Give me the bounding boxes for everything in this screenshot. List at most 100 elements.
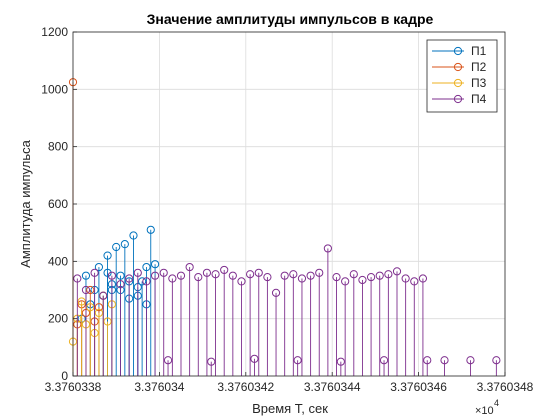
stem-marker <box>332 273 341 282</box>
stem-marker <box>492 356 501 365</box>
stem-marker <box>112 242 121 252</box>
legend-marker <box>453 46 463 56</box>
stem-marker <box>86 303 95 312</box>
stem-marker <box>150 271 160 280</box>
legend-label: П2 <box>471 60 487 74</box>
stem-marker <box>99 291 108 300</box>
stem-marker <box>418 274 428 283</box>
stem-marker <box>366 273 376 282</box>
stem-marker <box>246 270 255 279</box>
stem-marker <box>142 277 151 286</box>
axis-ticks: 3.3760338 3.376034 3.3760342 3.3760344 3.376… <box>41 25 533 394</box>
stem-marker <box>228 271 237 280</box>
stem-marker <box>315 268 324 277</box>
stem-marker <box>185 262 194 272</box>
stem-marker <box>94 308 104 318</box>
x-tick-label: 3.3760338 <box>45 380 102 394</box>
stem-marker <box>401 274 410 283</box>
y-tick-label: 1200 <box>41 25 68 39</box>
stem-marker <box>90 268 99 277</box>
x-tick-label: 3.3760346 <box>390 380 447 394</box>
stem-marker <box>254 268 263 277</box>
stem-marker <box>94 303 104 312</box>
stem-marker <box>77 297 86 306</box>
stem-marker <box>103 317 112 326</box>
legend-label: П1 <box>471 44 487 58</box>
stem-marker <box>194 273 203 282</box>
stem-marker <box>168 274 177 283</box>
stem-marker <box>341 277 350 286</box>
legend-entry: П4 <box>432 92 487 106</box>
stem-marker <box>142 262 151 272</box>
stem-marker <box>237 277 246 286</box>
stem-marker <box>263 273 272 282</box>
stem-marker <box>94 262 104 272</box>
y-tick-label: 400 <box>48 254 68 268</box>
stem-series <box>68 78 501 376</box>
x-tick-label: 3.3760348 <box>477 380 534 394</box>
legend-marker <box>453 94 463 104</box>
y-tick-label: 0 <box>61 369 68 383</box>
stem-marker <box>133 268 142 277</box>
stem-marker <box>86 285 95 295</box>
stem-marker <box>336 357 345 366</box>
stem-marker <box>163 356 173 365</box>
stem-marker <box>280 271 289 280</box>
stem-marker <box>73 274 82 283</box>
stem-marker <box>358 275 367 285</box>
stem-marker <box>410 277 419 286</box>
stem-marker <box>176 271 186 280</box>
legend-box <box>426 39 498 113</box>
stem-marker <box>211 270 220 279</box>
stem-marker <box>146 225 155 234</box>
stem-marker <box>107 271 116 280</box>
stem-marker <box>375 271 384 280</box>
stem-marker <box>103 251 112 260</box>
stem-marker <box>384 270 393 279</box>
stem-marker <box>349 270 358 279</box>
stem-marker <box>116 280 125 289</box>
legend-marker <box>453 78 463 88</box>
stem-marker <box>306 271 315 280</box>
stem-marker <box>379 356 389 365</box>
legend-entry: П1 <box>432 44 487 58</box>
y-tick-label: 800 <box>48 140 68 154</box>
stem-marker <box>250 354 259 363</box>
stem-marker <box>466 356 475 365</box>
series-4 <box>73 244 501 376</box>
stem-marker <box>271 288 281 297</box>
stem-marker <box>289 270 298 279</box>
x-axis-label: Время T, сек <box>252 401 328 416</box>
x-tick-label: 3.3760342 <box>217 380 274 394</box>
stem-marker <box>293 356 302 365</box>
legend: П1 П2 П3 П4 <box>426 39 498 113</box>
x-tick-label: 3.376034 <box>134 380 184 394</box>
stem-marker <box>440 356 449 365</box>
stem-marker <box>81 271 91 280</box>
legend-entry: П2 <box>432 60 487 74</box>
x-exponent-power: 4 <box>494 398 499 408</box>
stem-marker <box>138 277 147 286</box>
stem-marker <box>207 357 216 366</box>
stem-marker <box>220 265 229 275</box>
x-exponent-base: ×10 <box>475 405 494 417</box>
stem-marker <box>392 267 402 276</box>
chart-title: Значение амплитуды импульсов в кадре <box>147 11 434 27</box>
legend-label: П4 <box>471 92 487 106</box>
stem-marker <box>297 274 307 283</box>
y-tick-label: 200 <box>48 312 68 326</box>
y-tick-label: 600 <box>48 197 68 211</box>
legend-label: П3 <box>471 76 487 90</box>
legend-entry: П3 <box>432 76 487 90</box>
stem-marker <box>202 268 212 277</box>
stem-marker <box>81 285 91 295</box>
stem-marker <box>129 231 138 240</box>
stem-marker <box>150 260 160 269</box>
x-tick-label: 3.3760344 <box>304 380 361 394</box>
stem-marker <box>125 274 134 283</box>
stem-marker <box>120 240 129 249</box>
stem-marker <box>423 356 432 365</box>
stem-marker <box>116 271 125 280</box>
legend-marker <box>453 62 463 72</box>
